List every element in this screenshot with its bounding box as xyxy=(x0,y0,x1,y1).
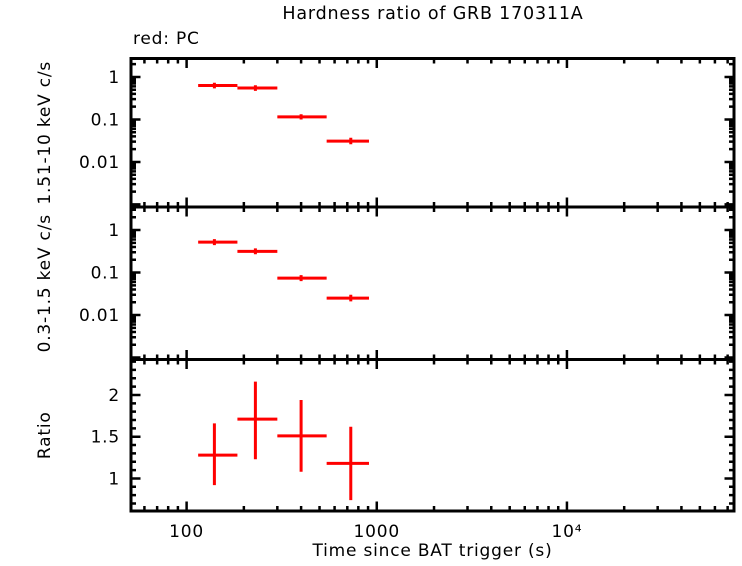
series-pc xyxy=(198,381,369,501)
y-axis-title-hard-band: 1.51-10 keV c/s xyxy=(35,61,55,205)
axis-ticks xyxy=(131,207,734,361)
y-tick-label: 0.01 xyxy=(79,153,120,173)
series-pc xyxy=(198,82,369,145)
panel-frame xyxy=(129,57,736,209)
data-point xyxy=(237,381,278,460)
panel-hard-band: 1 0.1 0.01 1.51-10 keV c/s xyxy=(35,57,736,209)
x-tick-label: 10⁴ xyxy=(552,522,583,542)
axis-ticks xyxy=(131,58,734,208)
y-tick-label: 1 xyxy=(108,68,120,88)
x-axis-title: Time since BAT trigger (s) xyxy=(311,541,552,561)
data-point xyxy=(326,137,369,145)
panel-frame xyxy=(129,205,736,361)
axis-ticks xyxy=(131,359,734,511)
y-tick-label: 2 xyxy=(108,386,120,406)
data-point xyxy=(198,239,238,246)
data-point xyxy=(277,399,327,472)
chart-title: Hardness ratio of GRB 170311A xyxy=(282,4,584,24)
y-tick-label: 1.5 xyxy=(91,428,120,448)
data-point xyxy=(326,294,369,302)
y-axis-title-ratio: Ratio xyxy=(35,411,55,459)
panel-soft-band: 1 0.1 0.01 0.3-1.5 keV c/s xyxy=(35,205,736,361)
series-pc xyxy=(198,239,369,302)
data-point xyxy=(237,85,278,91)
legend-annotation: red: PC xyxy=(133,29,200,49)
x-tick-label: 1000 xyxy=(354,522,400,542)
y-axis-title-soft-band: 0.3-1.5 keV c/s xyxy=(35,214,55,352)
data-point xyxy=(198,82,238,89)
data-point xyxy=(326,426,369,501)
y-tick-label: 1 xyxy=(108,469,120,489)
x-tick-label: 100 xyxy=(169,522,204,542)
panel-frame xyxy=(129,358,736,513)
panel-ratio: 1 1.5 2 Ratio xyxy=(35,358,736,513)
y-tick-label: 0.1 xyxy=(91,110,120,130)
data-point xyxy=(198,423,238,486)
y-tick-label: 1 xyxy=(108,221,120,241)
y-tick-label: 0.01 xyxy=(79,306,120,326)
y-tick-label: 0.1 xyxy=(91,263,120,283)
data-point xyxy=(277,114,327,120)
data-point xyxy=(277,275,327,282)
data-point xyxy=(237,248,278,255)
